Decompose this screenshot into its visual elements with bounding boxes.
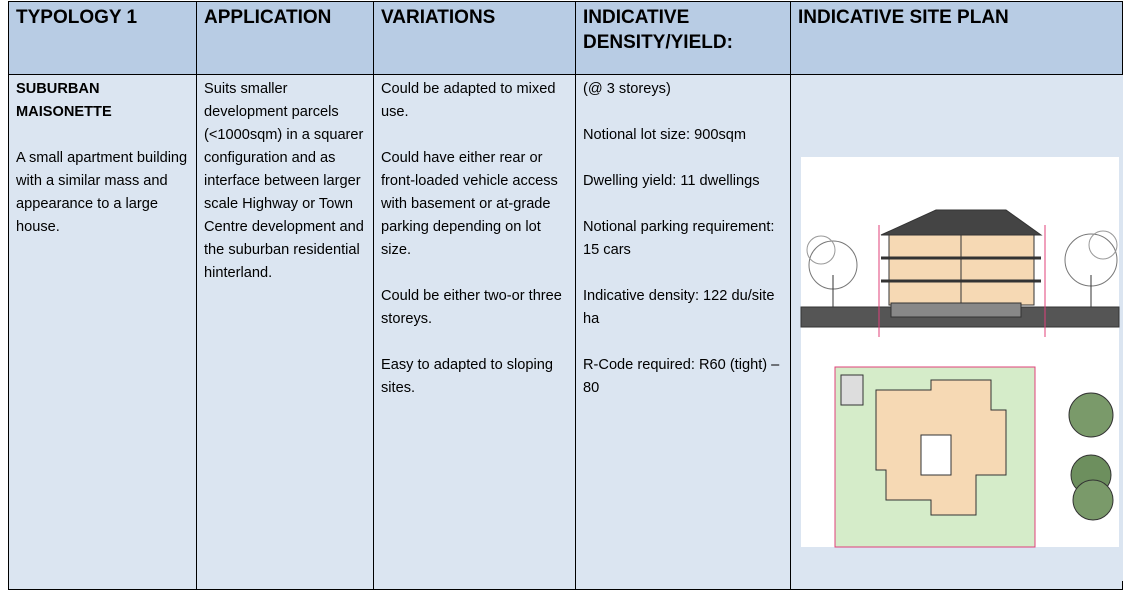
cell-paragraph: R-Code required: R60 (tight) – 80 [583,357,780,396]
header-cell: INDICATIVE DENSITY/YIELD: [575,1,791,75]
cell-paragraph: Indicative density: 122 du/site ha [583,288,775,327]
header-cell: VARIATIONS [373,1,576,75]
header-cell: INDICATIVE SITE PLAN [790,1,1123,75]
plan [834,366,1114,548]
body-cell: Suits smaller development parcels (<1000… [196,74,374,590]
body-cell: SUBURBAN MAISONETTE A small apartment bui… [8,74,197,590]
header-row: TYPOLOGY 1 APPLICATION VARIATIONS INDICATIV… [8,1,1123,75]
cell-paragraph: Easy to adapted to sloping sites. [381,357,554,396]
cell-paragraph: Notional parking requirement: 15 cars [583,219,775,258]
cell-paragraph: Could be either two-or three storeys. [381,288,562,327]
cell-paragraph: Suits smaller development parcels (<1000… [204,81,364,281]
cell-paragraph: Could have either rear or front-loaded v… [381,150,558,258]
cell-paragraph: (@ 3 storeys) [583,81,671,97]
cell-heading: SUBURBAN MAISONETTE [16,81,112,120]
body-row: SUBURBAN MAISONETTE A small apartment bui… [8,74,1123,590]
page: TYPOLOGY 1 APPLICATION VARIATIONS INDICATIV… [8,1,1123,590]
elevation [800,209,1120,337]
site-plan-drawing [791,75,1123,581]
header-cell: APPLICATION [196,1,374,75]
typology-table: TYPOLOGY 1 APPLICATION VARIATIONS INDICATIV… [8,1,1123,590]
body-cell: (@ 3 storeys) Notional lot size: 900sqm Dw… [575,74,791,590]
cell-paragraph: Notional lot size: 900sqm [583,127,747,143]
cell-paragraph: Dwelling yield: 11 dwellings [583,173,760,189]
cell-paragraph: Could be adapted to mixed use. [381,81,556,120]
header-cell: TYPOLOGY 1 [8,1,197,75]
body-cell: Could be adapted to mixed use. Could have… [373,74,576,590]
cell-paragraph: A small apartment building with a simila… [16,150,188,235]
site-plan-cell [790,74,1123,590]
